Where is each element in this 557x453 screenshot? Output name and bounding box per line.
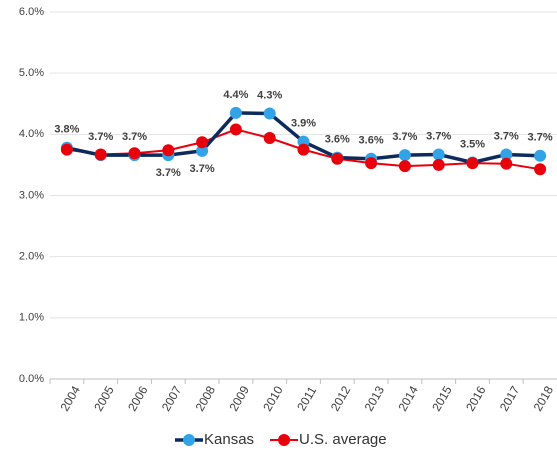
y-tick-label: 4.0% (19, 128, 44, 140)
y-tick-label: 1.0% (19, 312, 44, 324)
x-tick-label: 2007 (159, 383, 185, 413)
marker (229, 106, 242, 119)
marker (466, 157, 479, 170)
marker (263, 132, 276, 145)
marker (263, 107, 276, 120)
legend-label: Kansas (204, 431, 254, 448)
data-label: 4.4% (223, 89, 248, 101)
legend-label: U.S. average (299, 431, 387, 448)
marker (365, 157, 378, 170)
data-label: 3.6% (359, 135, 384, 147)
marker (94, 148, 107, 161)
data-label: 3.9% (291, 118, 316, 130)
x-tick-label: 2005 (91, 383, 117, 413)
marker (534, 149, 547, 162)
data-label: 3.7% (122, 131, 147, 143)
x-tick-label: 2017 (497, 383, 523, 413)
x-tick-label: 2013 (362, 383, 388, 413)
data-label: 3.7% (392, 131, 417, 143)
marker (297, 143, 310, 156)
marker (432, 158, 445, 171)
y-tick-label: 5.0% (19, 67, 44, 79)
marker (398, 149, 411, 162)
x-tick-label: 2009 (226, 383, 252, 413)
x-tick-label: 2018 (531, 383, 557, 413)
marker (331, 152, 344, 165)
x-tick-label: 2016 (463, 383, 489, 413)
data-label: 3.6% (325, 133, 350, 145)
marker (162, 144, 175, 157)
legend-marker (278, 434, 291, 446)
data-label: 4.3% (257, 89, 282, 101)
marker (60, 143, 73, 156)
data-label: 3.7% (156, 167, 181, 179)
marker (128, 147, 141, 160)
x-tick-label: 2012 (328, 383, 354, 413)
data-label: 3.8% (54, 124, 79, 136)
y-tick-label: 2.0% (19, 251, 44, 263)
data-label: 3.7% (190, 163, 215, 175)
x-tick-label: 2014 (395, 383, 421, 413)
data-label: 3.7% (528, 132, 553, 144)
x-tick-label: 2006 (125, 383, 151, 413)
y-tick-label: 3.0% (19, 189, 44, 201)
data-label: 3.7% (88, 131, 113, 143)
data-label: 3.7% (494, 130, 519, 142)
x-tick-label: 2004 (57, 383, 83, 413)
marker (196, 144, 209, 157)
x-tick-label: 2015 (429, 383, 455, 413)
data-label: 3.7% (426, 130, 451, 142)
marker (229, 123, 242, 136)
y-tick-label: 6.0% (19, 6, 44, 18)
data-label: 3.5% (460, 138, 485, 150)
legend-marker (183, 434, 195, 446)
marker (500, 148, 513, 161)
marker (500, 157, 513, 170)
marker (432, 148, 445, 161)
x-tick-label: 2010 (260, 383, 286, 413)
marker (196, 136, 209, 149)
marker (534, 163, 547, 176)
x-tick-label: 2011 (294, 384, 319, 414)
x-tick-label: 2008 (193, 383, 219, 413)
y-tick-label: 0.0% (19, 373, 44, 385)
marker (398, 160, 411, 173)
